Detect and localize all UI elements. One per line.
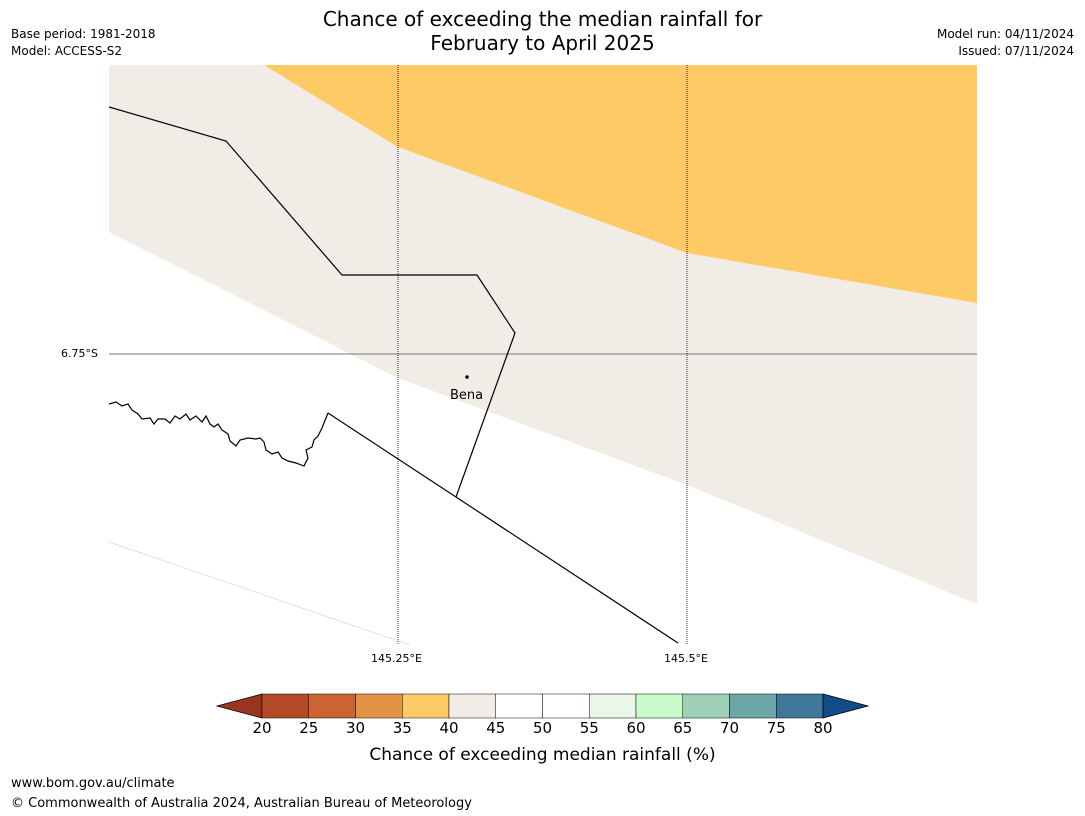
colorbar-extend-low	[215, 693, 263, 719]
model-run-text: Model run: 04/11/2024	[936, 27, 1074, 41]
town-label: Bena	[450, 388, 484, 403]
colorbar-tick-label: 40	[439, 719, 459, 737]
lat-label: 6.75°S	[61, 347, 98, 360]
title-line-1: Chance of exceeding the median rainfall …	[322, 7, 763, 31]
colorbar-tick-label: 30	[345, 719, 366, 737]
province-boundary-south	[327, 412, 679, 644]
meta-right: Model run: 04/11/2024 Issued: 07/11/2024	[937, 26, 1074, 60]
river	[109, 401, 329, 467]
forecast-map	[109, 65, 977, 645]
band-35-40	[264, 65, 977, 303]
colorbar-ticks: 20 25 30 35 40 45 50 55 60 65 70 75 80	[0, 719, 1085, 739]
colorbar-extend-high	[822, 693, 870, 719]
colorbar-tick-label: 75	[766, 719, 786, 737]
meta-left: Base period: 1981-2018 Model: ACCESS-S2	[11, 26, 156, 60]
colorbar-cell	[729, 693, 777, 719]
lon-label-1: 145.25°E	[371, 652, 422, 665]
colorbar-cell	[682, 693, 730, 719]
faint-contour	[109, 541, 411, 645]
province-boundary	[109, 106, 516, 498]
colorbar-cell	[776, 693, 824, 719]
lon-label-2: 145.5°E	[664, 652, 708, 665]
base-period-text: Base period: 1981-2018	[11, 27, 156, 41]
chart-title: Chance of exceeding the median rainfall …	[0, 7, 1085, 55]
colorbar-tick-label: 45	[486, 719, 506, 737]
colorbar-cell	[308, 693, 356, 719]
issued-text: Issued: 07/11/2024	[958, 44, 1074, 58]
colorbar	[215, 693, 870, 719]
colorbar-tick-label: 50	[532, 719, 553, 737]
colorbar-tick-label: 60	[626, 719, 646, 737]
colorbar-tick-label: 80	[813, 719, 833, 737]
colorbar-cell	[589, 693, 637, 719]
colorbar-cell	[448, 693, 496, 719]
colorbar-cell	[261, 693, 309, 719]
colorbar-label: Chance of exceeding median rainfall (%)	[369, 745, 716, 765]
footer-url: www.bom.gov.au/climate	[11, 776, 175, 791]
colorbar-tick-label: 25	[299, 719, 319, 737]
colorbar-cell	[542, 693, 590, 719]
colorbar-cell	[635, 693, 683, 719]
model-text: Model: ACCESS-S2	[11, 44, 123, 58]
colorbar-tick-label: 70	[719, 719, 740, 737]
colorbar-cell	[495, 693, 543, 719]
title-line-2: February to April 2025	[430, 31, 655, 55]
colorbar-cell	[355, 693, 403, 719]
colorbar-tick-label: 55	[579, 719, 599, 737]
footer-copyright: © Commonwealth of Australia 2024, Austra…	[11, 796, 472, 811]
colorbar-tick-label: 20	[252, 719, 272, 737]
town-marker	[465, 375, 469, 379]
colorbar-tick-label: 65	[673, 719, 693, 737]
colorbar-tick-label: 35	[392, 719, 412, 737]
colorbar-cell	[402, 693, 450, 719]
